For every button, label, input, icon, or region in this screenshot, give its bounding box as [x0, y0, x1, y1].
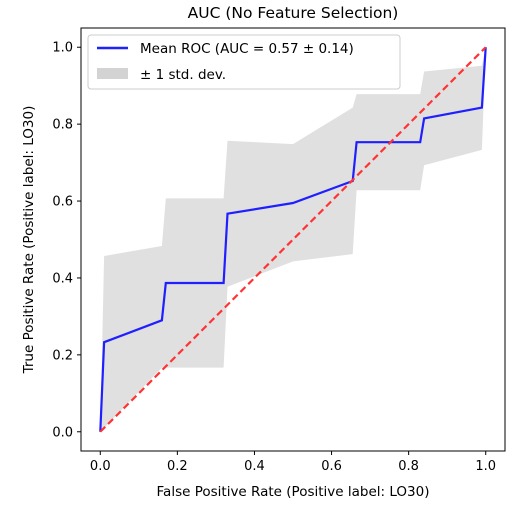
legend: Mean ROC (AUC = 0.57 ± 0.14) ± 1 std. de…: [87, 34, 401, 90]
y-tick-label: 0.6: [52, 195, 73, 210]
x-tick-label: 0.8: [398, 459, 419, 474]
x-tick-label: 0.6: [321, 459, 342, 474]
legend-box: [87, 34, 401, 90]
x-tick-label: 1.0: [475, 459, 496, 474]
plot-frame: [80, 27, 506, 452]
legend-swatch-std-dev: [97, 68, 128, 79]
x-tick-label: 0.2: [167, 459, 188, 474]
x-tick-label: 0.0: [90, 459, 111, 474]
y-tick-label: 0.0: [52, 425, 73, 440]
x-axis: 0.0 0.2 0.4 0.6 0.8 1.0: [90, 451, 496, 474]
legend-label-mean-roc: Mean ROC (AUC = 0.57 ± 0.14): [140, 41, 354, 57]
chance-diagonal-line: [99, 46, 487, 433]
mean-roc-line: [99, 47, 487, 432]
x-axis-label: False Positive Rate (Positive label: LO3…: [157, 484, 430, 500]
x-tick-label: 0.4: [244, 459, 265, 474]
y-tick-label: 1.0: [52, 41, 73, 56]
plot-area: [99, 46, 487, 433]
chart-title: AUC (No Feature Selection): [188, 4, 399, 22]
y-tick-label: 0.8: [52, 118, 73, 133]
y-tick-label: 0.4: [52, 271, 73, 286]
y-axis-label: True Positive Rate (Positive label: LO30…: [21, 106, 37, 375]
y-axis: 0.0 0.2 0.4 0.6 0.8 1.0: [52, 41, 81, 440]
y-tick-label: 0.2: [52, 348, 73, 363]
legend-label-std-dev: ± 1 std. dev.: [140, 67, 226, 83]
